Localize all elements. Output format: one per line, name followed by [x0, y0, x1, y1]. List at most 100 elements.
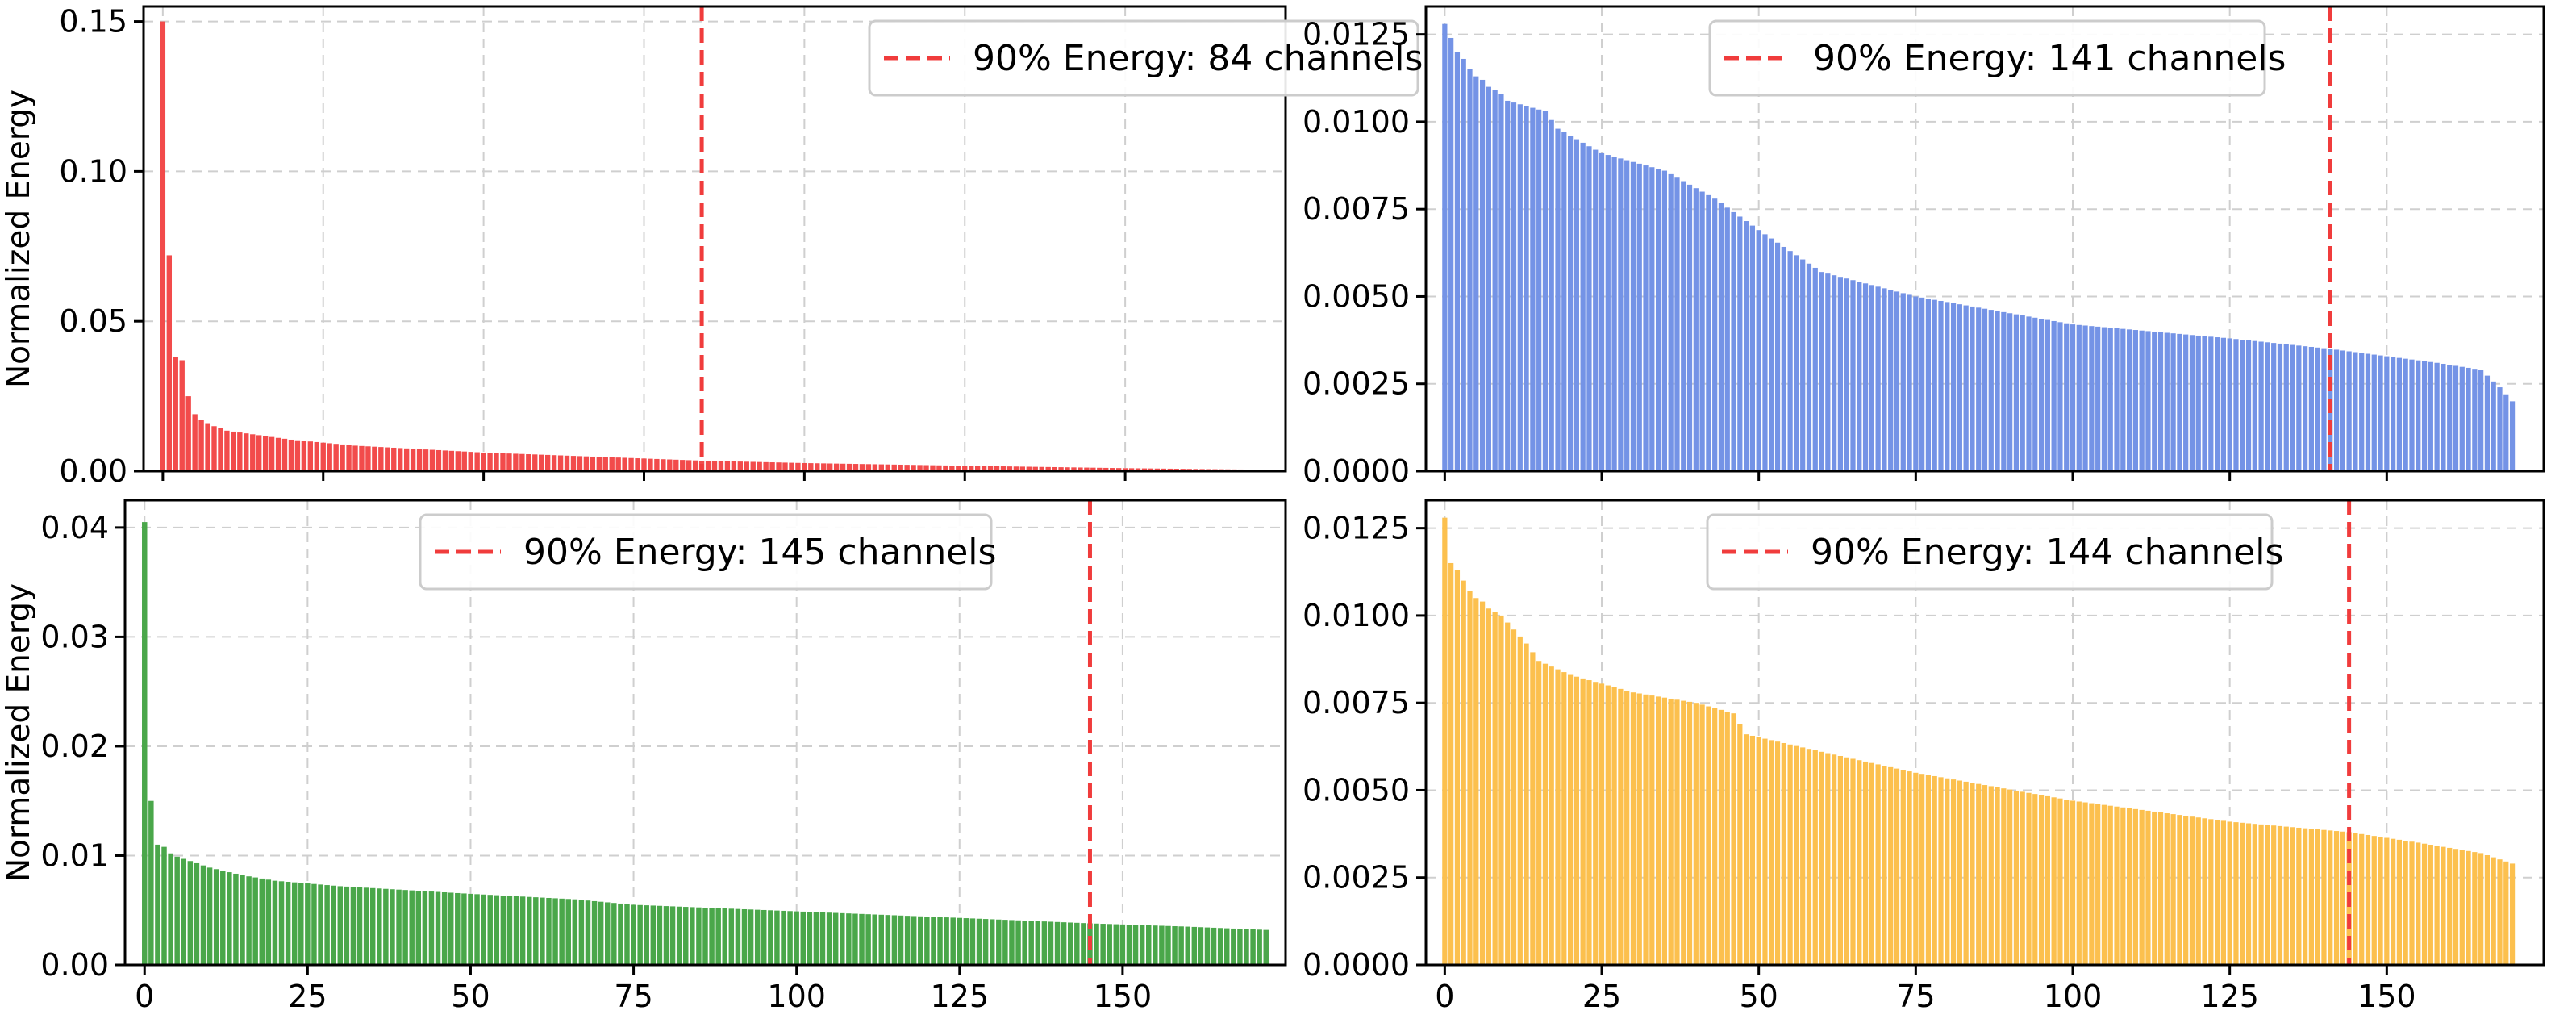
bar — [1932, 299, 1937, 471]
bar — [1593, 149, 1599, 471]
bar — [683, 907, 689, 965]
bar — [918, 916, 923, 965]
bar — [513, 453, 519, 471]
bar — [337, 886, 344, 965]
bar — [494, 895, 500, 965]
bar — [1800, 747, 1806, 965]
y-tick-label: 0.01 — [40, 837, 109, 873]
bar — [398, 448, 403, 471]
bar — [2396, 357, 2403, 471]
bar — [2189, 335, 2195, 471]
bar — [227, 872, 232, 965]
bar — [641, 458, 647, 471]
bar — [757, 461, 762, 471]
bar — [1749, 225, 1756, 471]
bar — [800, 911, 806, 965]
y-tick-label: 0.0100 — [1303, 104, 1410, 140]
bar — [1517, 104, 1523, 471]
bar — [1611, 687, 1617, 965]
y-tick-label: 0.0100 — [1303, 598, 1410, 633]
legend-label: 90% Energy: 141 channels — [1813, 38, 2286, 79]
bar — [2189, 816, 2195, 965]
bar — [142, 522, 148, 965]
bar — [2007, 789, 2013, 965]
bar — [705, 461, 711, 471]
bar — [565, 899, 571, 965]
bar — [667, 459, 673, 471]
y-tick-label: 0.0125 — [1303, 511, 1410, 546]
bar — [1762, 738, 1768, 965]
bar — [1505, 100, 1511, 472]
bar — [1731, 713, 1736, 965]
bar — [350, 887, 356, 965]
bar — [2265, 825, 2270, 965]
bar — [1041, 921, 1048, 965]
bar — [1945, 778, 1950, 965]
bar — [181, 858, 186, 965]
bar — [826, 912, 832, 965]
bar — [711, 461, 718, 471]
bar — [2459, 850, 2465, 965]
bar — [2428, 361, 2433, 471]
bar — [735, 908, 741, 965]
bar — [2001, 311, 2007, 471]
bar — [1128, 468, 1135, 471]
y-tick-label: 0.0050 — [1303, 278, 1410, 314]
bar — [1875, 286, 1881, 471]
bar — [1065, 467, 1070, 471]
bar — [661, 459, 666, 471]
bar — [1161, 468, 1167, 471]
bar — [2107, 328, 2113, 471]
bar — [2101, 804, 2107, 965]
bar — [1655, 696, 1661, 965]
bar — [1743, 221, 1749, 471]
bar — [2308, 829, 2315, 965]
bar — [657, 905, 663, 965]
bar — [624, 904, 630, 965]
bar — [1624, 691, 1630, 965]
bar — [448, 450, 455, 471]
bar — [2177, 333, 2182, 471]
bar — [1113, 924, 1119, 965]
bar — [1580, 678, 1586, 965]
bar — [2152, 811, 2157, 965]
bar — [635, 458, 640, 471]
bar — [577, 456, 583, 471]
bar — [2126, 808, 2132, 965]
bar — [1145, 925, 1152, 965]
bar — [1900, 770, 1906, 965]
y-axis-label: Normalized Energy — [1, 90, 37, 388]
bar — [2472, 852, 2478, 965]
legend-label: 90% Energy: 144 channels — [1811, 532, 2283, 573]
x-tick-label: 25 — [1582, 979, 1621, 1014]
bar — [969, 918, 976, 965]
bar — [802, 462, 807, 471]
bar — [2240, 822, 2245, 965]
bar — [2258, 341, 2264, 471]
bar — [963, 918, 969, 965]
y-tick-label: 0.03 — [40, 619, 109, 654]
bar — [1172, 926, 1178, 965]
bar — [2026, 316, 2032, 471]
bar — [2057, 322, 2063, 471]
bar — [1674, 177, 1680, 472]
bar — [1857, 760, 1862, 965]
bar — [344, 886, 350, 965]
bar — [1882, 766, 1887, 965]
bar — [403, 448, 410, 471]
bar — [2126, 329, 2132, 471]
bar — [2503, 394, 2509, 471]
bar — [1002, 920, 1008, 965]
bar — [200, 865, 206, 965]
bar — [2214, 820, 2220, 965]
bar — [2359, 833, 2365, 965]
bar — [1542, 663, 1549, 965]
bar — [2391, 357, 2396, 471]
bar — [1097, 467, 1103, 471]
bar — [2466, 850, 2471, 965]
bar — [1110, 468, 1115, 471]
bar — [1957, 780, 1962, 965]
bar — [1007, 466, 1013, 471]
bar — [840, 912, 845, 965]
bar — [1586, 146, 1592, 471]
